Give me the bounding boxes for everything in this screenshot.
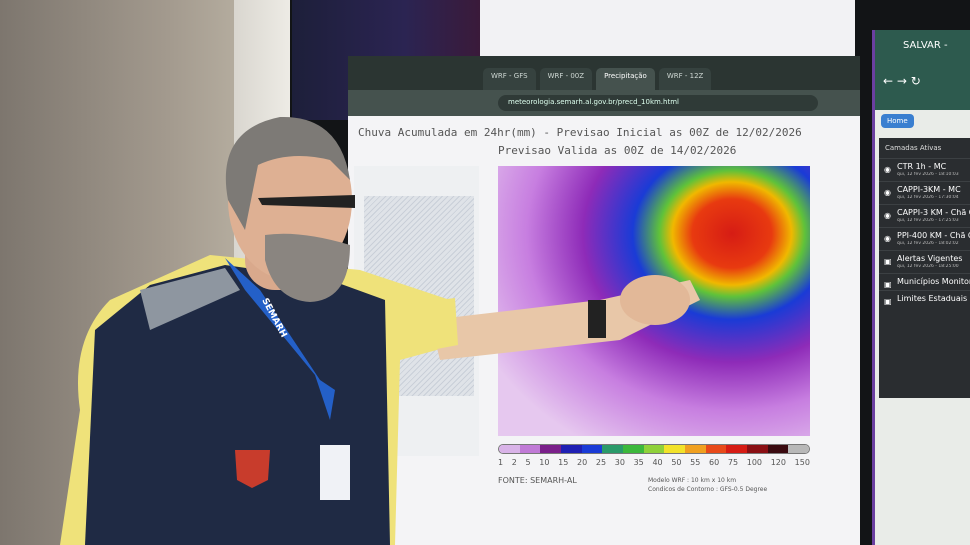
layers-header: Camadas Ativas bbox=[885, 144, 942, 152]
model-line: Modelo WRF : 10 km x 10 km bbox=[648, 477, 737, 484]
colorbar-tick: 5 bbox=[525, 458, 531, 467]
colorbar-ticks: 1 2 5 10 15 20 25 30 35 40 50 55 60 75 100 120 150 bbox=[498, 458, 810, 468]
colorbar-swatch bbox=[788, 445, 809, 453]
layer-time: qui, 12 fev 2026 - 17:25:03 bbox=[897, 218, 959, 223]
tab[interactable]: WRF - GFS bbox=[483, 68, 536, 90]
layer-item[interactable]: ▣ Limites Estaduais bbox=[879, 290, 970, 307]
colorbar-swatch bbox=[561, 445, 582, 453]
layer-name: Alertas Vigentes bbox=[897, 254, 963, 263]
colorbar-swatch bbox=[499, 445, 520, 453]
emblem-icon bbox=[235, 450, 270, 488]
colorbar-tick: 100 bbox=[746, 458, 763, 467]
page-title: SALVAR - bbox=[903, 40, 948, 51]
layer-item[interactable]: ▣ Alertas Vigentes qui, 12 fev 2026 - 18:2… bbox=[879, 250, 970, 273]
id-badge bbox=[320, 445, 350, 500]
radar-icon: ◉ bbox=[884, 165, 891, 174]
model-info: Modelo WRF : 10 km x 10 km Condicos de C… bbox=[648, 476, 767, 494]
colorbar-swatch bbox=[747, 445, 768, 453]
chart-title: Chuva Acumulada em 24hr(mm) - Previsao I… bbox=[358, 126, 802, 139]
layer-name: CAPPI-3KM - MC bbox=[897, 185, 961, 194]
layer-item[interactable]: ◉ CTR 1h - MC qui, 12 fev 2026 - 18:10:03 bbox=[879, 158, 970, 181]
layer-time: qui, 12 fev 2026 - 17:30:04 bbox=[897, 195, 959, 200]
layer-name: CTR 1h - MC bbox=[897, 162, 947, 171]
colorbar-swatch bbox=[726, 445, 748, 453]
layer-time: qui, 12 fev 2026 - 18:10:03 bbox=[897, 172, 959, 177]
tab[interactable]: WRF - 12Z bbox=[658, 68, 712, 90]
layer-item[interactable]: ◉ PPI-400 KM - Chã Graqui, 12 fev 2026 - … bbox=[879, 227, 970, 250]
image-icon: ▣ bbox=[884, 280, 892, 289]
radar-icon: ◉ bbox=[884, 234, 891, 243]
nav-arrows-icon[interactable]: ← → ↻ bbox=[883, 74, 921, 88]
colorbar-swatch bbox=[623, 445, 644, 453]
layer-item[interactable]: ◉ CAPPI-3 KM - Chã Graqui, 12 fev 2026 - … bbox=[879, 204, 970, 227]
vest-stripe bbox=[140, 268, 240, 330]
colorbar-swatch bbox=[705, 445, 727, 453]
colorbar-tick: 120 bbox=[770, 458, 786, 467]
colorbar-swatch bbox=[602, 445, 624, 453]
sleeve bbox=[400, 298, 458, 355]
colorbar bbox=[498, 444, 810, 454]
layer-name: PPI-400 KM - Chã Gra bbox=[897, 231, 970, 240]
layer-time: qui, 12 fev 2026 - 18:25:00 bbox=[897, 264, 959, 269]
colorbar-tick: 50 bbox=[671, 458, 682, 467]
navy-vest bbox=[85, 265, 390, 545]
url-bar: meteorologia.semarh.al.gov.br/precd_10km… bbox=[348, 90, 860, 116]
colorbar-tick: 40 bbox=[652, 458, 663, 467]
colorbar-tick: 75 bbox=[727, 458, 739, 467]
colorbar-swatch bbox=[767, 445, 789, 453]
colorbar-tick: 30 bbox=[614, 458, 625, 467]
home-button[interactable]: Home bbox=[881, 114, 914, 128]
radar-icon: ◉ bbox=[884, 211, 891, 220]
tab-bar: WRF - GFS WRF - 00Z Precipitação WRF - 1… bbox=[348, 56, 860, 90]
colorbar-tick: 25 bbox=[595, 458, 607, 467]
url-input[interactable]: meteorologia.semarh.al.gov.br/precd_10km… bbox=[498, 95, 818, 111]
colorbar-tick: 10 bbox=[539, 458, 550, 467]
colorbar-swatch bbox=[519, 445, 541, 453]
radar-icon: ◉ bbox=[884, 188, 891, 197]
colorbar-swatch bbox=[643, 445, 665, 453]
layer-name: Municípios Monitorad bbox=[897, 277, 970, 286]
image-icon: ▣ bbox=[884, 257, 892, 266]
colorbar-tick: 55 bbox=[690, 458, 701, 467]
lanyard bbox=[225, 258, 335, 420]
colorbar-tick: 150 bbox=[794, 458, 810, 467]
tab-active[interactable]: Precipitação bbox=[596, 68, 655, 90]
layer-item[interactable]: ◉ CAPPI-3KM - MC qui, 12 fev 2026 - 17:30:… bbox=[879, 181, 970, 204]
browser-toolbar: SALVAR - ← → ↻ bbox=[875, 30, 970, 110]
layer-item[interactable]: ▣ Municípios Monitorad bbox=[879, 273, 970, 290]
colorbar-swatch bbox=[664, 445, 686, 453]
colorbar-swatch bbox=[540, 445, 562, 453]
colorbar-tick: 20 bbox=[577, 458, 588, 467]
colorbar-tick: 60 bbox=[709, 458, 720, 467]
beard bbox=[265, 233, 350, 302]
hair bbox=[225, 116, 350, 230]
tab[interactable]: WRF - 00Z bbox=[539, 68, 593, 90]
image-icon: ▣ bbox=[884, 297, 892, 306]
layer-name: Limites Estaduais bbox=[897, 294, 968, 303]
layer-time: qui, 12 fev 2026 - 18:02:02 bbox=[897, 241, 959, 246]
source-label: FONTE: SEMARH-AL bbox=[498, 476, 577, 485]
colorbar-tick: 2 bbox=[511, 458, 517, 467]
watch-icon bbox=[588, 300, 606, 338]
chart-subtitle: Previsao Valida as 00Z de 14/02/2026 bbox=[498, 144, 737, 157]
right-browser-screen: SALVAR - ← → ↻ Home Camadas Ativas ◉ CTR … bbox=[872, 30, 970, 545]
model-line: Condicos de Contorno : GFS-0.5 Degree bbox=[648, 486, 768, 493]
colorbar-tick: 35 bbox=[633, 458, 644, 467]
layer-name: CAPPI-3 KM - Chã Gra bbox=[897, 208, 970, 217]
colorbar-swatch bbox=[581, 445, 603, 453]
colorbar-swatch bbox=[685, 445, 706, 453]
glasses-icon bbox=[258, 195, 355, 208]
colorbar-tick: 1 bbox=[498, 458, 504, 467]
hand bbox=[620, 275, 690, 325]
layers-panel: Camadas Ativas ◉ CTR 1h - MC qui, 12 fev 2… bbox=[879, 138, 970, 398]
colorbar-tick: 15 bbox=[558, 458, 569, 467]
